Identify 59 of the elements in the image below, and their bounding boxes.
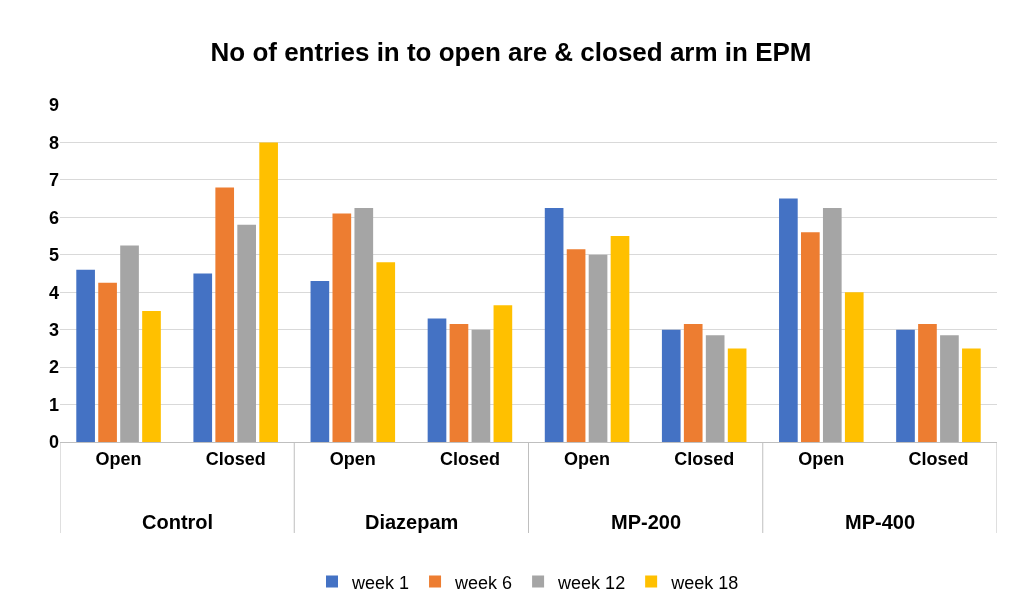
- legend-label: week 6: [454, 572, 513, 593]
- x-tick-label: Closed: [205, 448, 266, 469]
- bar: [98, 282, 117, 442]
- bar: [896, 329, 915, 442]
- bar: [801, 232, 820, 442]
- bar: [544, 207, 564, 442]
- text: Control: [142, 511, 214, 533]
- x-tick-label: Open: [329, 448, 376, 469]
- chart-title: No of entries in to open are & closed arm in EPM: [210, 37, 812, 68]
- bar: [588, 254, 608, 442]
- x-tick-label: Open: [95, 448, 142, 469]
- bar: [727, 348, 747, 442]
- bar: [427, 318, 447, 442]
- bar: [449, 324, 469, 442]
- bar: [610, 236, 630, 442]
- x-tick-label: Closed: [908, 448, 969, 469]
- bar: [962, 348, 981, 442]
- text: MP-400: [845, 511, 916, 533]
- legend-label: week 18: [670, 572, 739, 593]
- bar: [354, 207, 374, 442]
- x-tick-label: Closed: [674, 448, 735, 469]
- bar: [215, 187, 235, 442]
- bar: [259, 142, 278, 442]
- x-tick-label: Open: [798, 448, 845, 469]
- bar: [493, 305, 513, 442]
- y-tick-label: 3: [48, 319, 59, 340]
- x-tick-label: Closed: [439, 448, 500, 469]
- bar: [332, 213, 352, 442]
- y-tick-label: 9: [48, 95, 59, 116]
- y-tick-label: 5: [48, 245, 59, 266]
- bar: [376, 262, 396, 442]
- bar: [844, 292, 864, 442]
- x-tick-label: Open: [564, 448, 611, 469]
- legend-label: week 12: [557, 572, 626, 593]
- bar: [310, 280, 330, 442]
- bar: [683, 324, 703, 442]
- y-tick-label: 0: [48, 432, 59, 453]
- y-tick-label: 1: [48, 394, 59, 415]
- y-tick-label: 6: [48, 207, 59, 228]
- bar: [661, 329, 681, 442]
- text: Diazepam: [365, 511, 459, 533]
- bar: [779, 198, 798, 442]
- bar: [918, 324, 937, 442]
- bar: [76, 269, 95, 442]
- bar: [471, 329, 491, 442]
- y-tick-label: 7: [48, 170, 59, 191]
- bar: [120, 245, 139, 442]
- bar: [237, 224, 256, 442]
- y-tick-label: 8: [48, 132, 59, 153]
- y-tick-label: 2: [48, 357, 59, 378]
- bar: [940, 335, 959, 442]
- y-tick-label: 4: [48, 282, 59, 303]
- bar: [566, 249, 586, 442]
- legend-label: week 1: [351, 572, 410, 593]
- bar: [193, 273, 213, 442]
- bar: [822, 207, 842, 442]
- bar: [142, 310, 161, 442]
- text: MP-200: [611, 511, 682, 533]
- bar: [705, 335, 725, 442]
